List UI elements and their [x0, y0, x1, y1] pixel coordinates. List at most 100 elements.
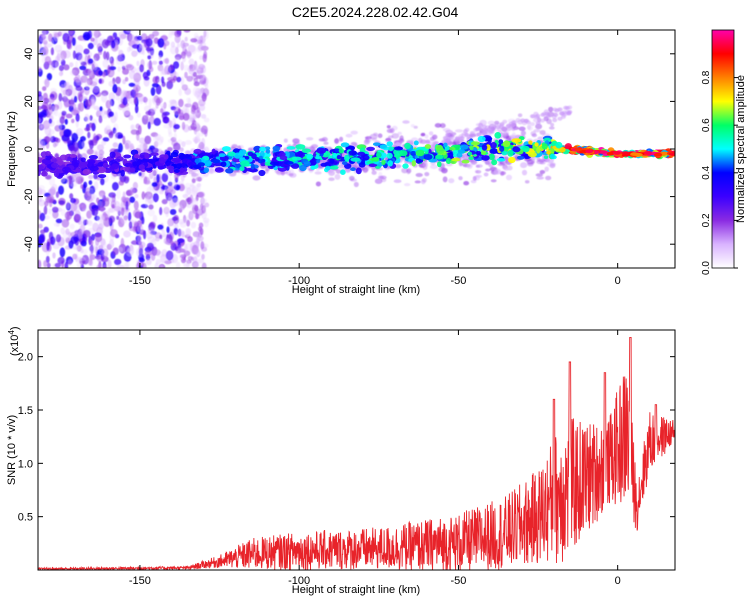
noise-speck: [82, 31, 91, 41]
noise-speck: [160, 254, 168, 264]
noise-speck: [177, 108, 181, 114]
noise-speck: [69, 70, 78, 76]
noise-speck: [126, 248, 134, 257]
noise-speck: [58, 93, 63, 102]
ridge-speck: [56, 160, 66, 165]
ridge-peak-speck: [644, 151, 652, 155]
noise-speck: [63, 98, 69, 109]
ridge-speck: [449, 146, 456, 151]
ridge-speck: [310, 165, 316, 170]
noise-speck: [123, 215, 128, 221]
noise-speck: [186, 75, 193, 82]
colorbar-tick-label: 0.8: [701, 70, 712, 84]
noise-speck: [183, 64, 190, 72]
noise-speck: [48, 208, 52, 215]
halo-speck: [539, 130, 546, 135]
noise-speck: [153, 249, 161, 256]
ridge-speck: [399, 150, 408, 157]
halo-speck: [536, 176, 544, 180]
noise-speck: [85, 99, 93, 108]
noise-speck: [128, 82, 136, 87]
ridge-speck: [188, 161, 197, 166]
noise-speck: [147, 209, 155, 217]
noise-speck: [152, 83, 159, 88]
noise-speck: [164, 66, 168, 75]
ridge-speck: [129, 167, 136, 173]
ridge-speck: [366, 146, 375, 151]
ridge-speck: [555, 141, 563, 149]
noise-speck: [70, 97, 75, 108]
noise-speck: [136, 247, 143, 257]
ridge-speck: [415, 158, 422, 164]
noise-speck: [137, 224, 144, 233]
halo-speck: [442, 176, 448, 183]
halo-speck: [420, 132, 426, 137]
ridge-speck: [499, 145, 505, 152]
noise-speck: [40, 229, 46, 234]
halo-speck: [511, 126, 517, 131]
noise-speck: [144, 114, 149, 120]
halo-speck: [327, 170, 334, 174]
ridge-speck: [445, 157, 452, 164]
halo-speck: [527, 126, 533, 131]
noise-speck: [161, 172, 169, 183]
noise-speck: [187, 236, 193, 243]
ridge-speck: [477, 135, 486, 143]
ridge-speck: [258, 169, 266, 177]
noise-speck: [142, 262, 147, 268]
noise-speck: [196, 258, 205, 264]
noise-speck: [103, 50, 107, 60]
halo-speck: [475, 174, 483, 178]
noise-speck: [193, 138, 201, 143]
ridge-speck: [340, 169, 346, 175]
noise-speck: [50, 236, 56, 246]
ridge-speck: [211, 159, 221, 164]
noise-speck: [182, 55, 186, 63]
noise-speck: [131, 44, 140, 49]
colorbar-axes: 0.0 0.2 0.4 0.6 0.8: [701, 70, 738, 275]
ridge-speck: [448, 152, 454, 158]
noise-speck: [162, 116, 170, 124]
noise-speck: [98, 70, 103, 76]
ridge-speck: [144, 152, 150, 160]
halo-speck: [521, 121, 527, 126]
noise-speck: [58, 65, 64, 72]
noise-speck: [108, 207, 114, 213]
ridge-speck: [80, 157, 86, 163]
halo-speck: [545, 113, 551, 118]
noise-speck: [58, 185, 64, 195]
halo-speck: [539, 170, 546, 174]
halo-speck: [454, 136, 460, 141]
ridge-speck: [558, 146, 566, 153]
ridge-speck: [44, 151, 51, 156]
noise-speck: [138, 257, 145, 263]
halo-speck: [535, 121, 541, 126]
noise-speck: [183, 250, 191, 257]
noise-speck: [188, 58, 195, 65]
noise-speck: [95, 238, 100, 246]
ridge-peak-speck: [669, 152, 675, 156]
snr-plot: [38, 337, 675, 570]
noise-speck: [62, 90, 69, 99]
noise-speck: [74, 171, 83, 181]
ridge-speck: [303, 161, 311, 167]
noise-speck: [118, 180, 125, 186]
noise-speck: [75, 85, 83, 92]
halo-speck: [391, 133, 400, 139]
ridge-speck: [541, 143, 548, 150]
halo-speck: [423, 162, 428, 168]
noise-speck: [134, 104, 139, 114]
noise-speck: [184, 71, 188, 79]
ridge-speck: [359, 154, 370, 161]
halo-speck: [421, 177, 427, 183]
ridge-speck: [269, 161, 280, 166]
halo-speck: [420, 139, 427, 144]
noise-speck: [105, 197, 110, 202]
halo-speck: [553, 112, 559, 117]
noise-speck: [154, 262, 159, 268]
halo-speck: [501, 165, 508, 170]
halo-speck: [490, 179, 497, 183]
noise-speck: [184, 140, 192, 145]
ridge-speck: [534, 142, 539, 147]
ridge-speck: [123, 154, 132, 159]
